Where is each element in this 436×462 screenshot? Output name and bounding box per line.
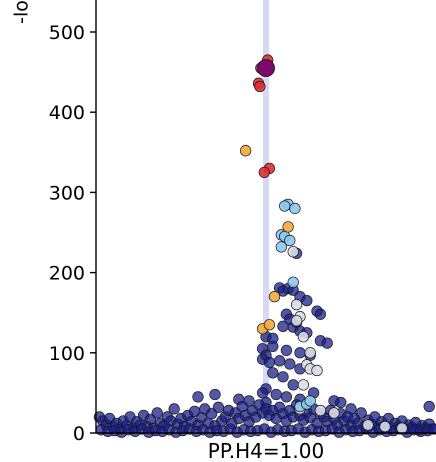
data-point — [263, 356, 276, 369]
data-point — [151, 407, 163, 419]
data-point — [311, 364, 323, 377]
data-point — [263, 319, 276, 331]
y-tick-label: 100 — [49, 343, 85, 365]
y-tick-label: 400 — [49, 102, 85, 124]
y-tick-label: 200 — [49, 263, 85, 285]
y-tick-label: 300 — [49, 182, 85, 204]
data-point — [284, 358, 296, 370]
data-point — [301, 295, 313, 307]
data-point — [304, 347, 316, 359]
data-point — [254, 80, 266, 93]
data-point — [335, 396, 347, 409]
data-point — [192, 391, 204, 403]
highlight-band-layer — [263, 0, 269, 433]
data-point — [279, 200, 291, 212]
y-tick-label: 0 — [73, 423, 85, 445]
data-point — [273, 355, 286, 367]
data-point — [297, 379, 310, 391]
data-point — [304, 395, 316, 407]
y-axis-label: -lo — [11, 0, 33, 24]
axes-layer — [95, 0, 436, 434]
data-point — [239, 145, 252, 157]
data-point — [290, 315, 303, 327]
data-point — [258, 166, 270, 179]
data-point — [321, 337, 333, 349]
data-point — [284, 234, 296, 247]
data-point — [212, 401, 225, 413]
lead-variant-point — [257, 59, 275, 78]
data-point — [270, 388, 282, 401]
data-point — [423, 400, 435, 413]
highlight-band — [263, 0, 269, 433]
data-point — [355, 407, 367, 419]
data-point — [267, 340, 279, 353]
data-point — [280, 391, 293, 403]
data-point — [287, 246, 299, 258]
data-point — [314, 308, 327, 320]
data-point — [294, 347, 306, 359]
data-point — [282, 221, 294, 233]
data-point — [168, 403, 180, 415]
data-point — [287, 276, 299, 288]
data-point — [379, 420, 391, 433]
data-point — [209, 388, 221, 401]
data-point — [297, 331, 310, 343]
data-point — [267, 367, 279, 379]
data-point — [275, 241, 287, 253]
data-point — [396, 422, 408, 434]
data-point — [277, 320, 289, 332]
data-point — [268, 291, 281, 303]
data-point — [256, 387, 269, 399]
data-point — [290, 299, 303, 311]
data-point — [314, 404, 327, 417]
x-axis-label: PP.H4=1.00 — [208, 439, 324, 462]
data-point — [289, 202, 301, 215]
data-point — [362, 419, 374, 431]
y-ticks-layer: 0 100 200 300 400 500 — [49, 22, 96, 445]
data-point — [328, 407, 340, 419]
data-point — [287, 379, 299, 391]
data-point — [280, 344, 293, 357]
data-points-layer — [93, 54, 436, 438]
y-tick-label: 500 — [49, 22, 85, 44]
data-point — [428, 423, 436, 435]
data-point — [277, 371, 289, 383]
